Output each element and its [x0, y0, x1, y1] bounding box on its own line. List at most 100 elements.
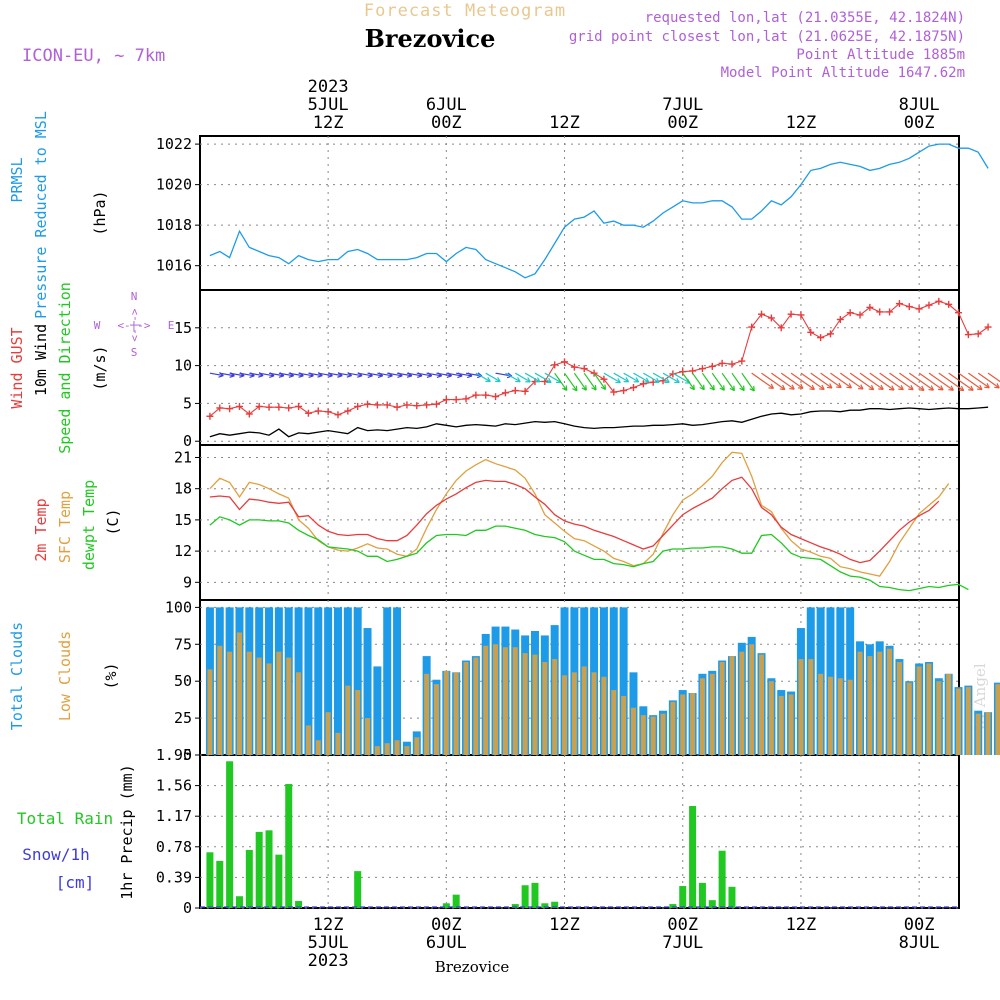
- rain-bar: [728, 886, 736, 908]
- requested-coords: requested lon,lat (21.0355E, 42.1824N): [645, 10, 965, 26]
- wind-direction-arrow: [987, 372, 1000, 383]
- rain-bar: [511, 904, 519, 908]
- low-clouds-bar: [571, 672, 577, 755]
- top-day-label: 6JUL: [426, 95, 467, 115]
- arrow-head: [397, 375, 403, 378]
- low-clouds-bar: [414, 737, 420, 755]
- arrow-head: [709, 387, 715, 391]
- rain-bar: [265, 830, 273, 908]
- wind-direction-label: Speed and Direction: [56, 282, 74, 454]
- arrow-shaft: [613, 372, 629, 383]
- wind-direction-arrow: [958, 372, 983, 391]
- arrow-shaft: [219, 372, 235, 377]
- low-clouds-bar: [562, 675, 568, 755]
- arrow-head: [821, 384, 825, 390]
- arrow-head: [656, 377, 660, 383]
- arrow-head: [258, 375, 264, 378]
- low-clouds-bar: [315, 740, 321, 755]
- gust-point: [472, 391, 480, 399]
- arrow-head: [729, 387, 735, 392]
- arrow-shaft: [288, 372, 304, 377]
- arrow-head: [565, 385, 568, 391]
- snow-label: Snow/1h: [22, 845, 89, 864]
- arrow-head: [918, 389, 925, 391]
- wind-direction-arrow: [711, 372, 725, 391]
- arrow-head: [860, 384, 864, 390]
- arrow-shaft: [505, 372, 521, 383]
- arrow-shaft: [357, 372, 373, 377]
- wind-direction-arrow: [682, 372, 695, 391]
- arrow-shaft: [318, 372, 333, 377]
- arrow-shaft: [593, 372, 606, 390]
- pressure-label-1: PRMSL: [8, 157, 26, 202]
- rain-bar: [669, 904, 677, 908]
- arrow-head: [733, 385, 735, 391]
- arrow-head: [976, 388, 983, 391]
- rain-bar: [521, 885, 529, 908]
- arrow-head: [288, 375, 294, 378]
- bottom-day-label: 5JUL: [308, 933, 349, 953]
- gust-point: [511, 387, 519, 395]
- pressure-label-2: Pressure Reduced to MSL: [32, 111, 50, 319]
- arrow-shaft: [534, 372, 552, 384]
- low-clouds-bar: [965, 687, 971, 755]
- rain-bar: [698, 882, 706, 908]
- top-hour-label: 00Z: [667, 113, 698, 133]
- top-day-label: 7JUL: [662, 95, 703, 115]
- arrow-shaft: [731, 372, 745, 391]
- clouds-ytick-label: 25: [174, 709, 192, 727]
- precip-ytick-label: 0.78: [156, 838, 192, 856]
- low-clouds-bar: [650, 716, 656, 755]
- arrow-head: [986, 383, 990, 389]
- arrow-shaft: [849, 372, 875, 391]
- arrow-shaft: [662, 372, 680, 384]
- arrow-shaft: [249, 372, 264, 377]
- total-clouds-bar: [304, 607, 313, 755]
- top-hour-label: 12Z: [549, 113, 580, 133]
- arrow-head: [317, 375, 323, 378]
- wind-direction-arrow: [643, 372, 660, 383]
- top-hour-label: 12Z: [786, 113, 817, 133]
- arrow-head: [994, 386, 1000, 389]
- arrow-head: [346, 375, 352, 378]
- wind-direction-arrow: [554, 372, 568, 392]
- model-label: ICON-EU, ~ 7km: [22, 46, 165, 66]
- low-clouds-bar: [542, 662, 548, 755]
- low-clouds-bar: [936, 681, 942, 755]
- rain-bar: [354, 871, 362, 908]
- low-clouds-bar: [483, 645, 489, 755]
- low-clouds-bar: [690, 693, 696, 755]
- arrow-head: [800, 383, 804, 389]
- pressure-ytick-label: 1022: [156, 135, 192, 153]
- wind-direction-arrow: [761, 372, 786, 391]
- total-clouds-bar: [619, 607, 628, 755]
- arrow-shaft: [761, 372, 786, 390]
- bottom-hour-label: 00Z: [667, 915, 698, 935]
- bottom-hour-label: 12Z: [786, 915, 817, 935]
- footer-location: Brezovice: [435, 958, 510, 976]
- wind-ytick-label: 5: [183, 394, 192, 412]
- temperature-ytick-label: 15: [174, 511, 192, 529]
- wind-direction-arrow: [839, 372, 864, 390]
- low-clouds-bar: [916, 666, 922, 755]
- arrow-head: [357, 375, 363, 378]
- arrow-shaft: [908, 372, 934, 391]
- low-clouds-bar: [424, 673, 430, 755]
- gust-point: [925, 301, 933, 309]
- wind-direction-arrow: [977, 372, 1000, 389]
- arrow-shaft: [446, 372, 463, 377]
- wind-direction-arrow: [633, 372, 650, 383]
- arrow-head: [600, 386, 606, 391]
- arrow-shaft: [869, 372, 895, 391]
- gust-point: [295, 402, 303, 410]
- low-clouds-bar: [788, 694, 794, 755]
- low-clouds-bar: [759, 654, 765, 755]
- rain-bar: [708, 900, 716, 908]
- gust-point: [836, 315, 844, 323]
- gust-point: [383, 401, 391, 409]
- arrow-head: [809, 388, 815, 391]
- gust-point: [787, 310, 795, 318]
- arrow-shaft: [780, 372, 804, 389]
- total-clouds-bar: [383, 607, 392, 755]
- wind-direction-arrow: [800, 372, 825, 391]
